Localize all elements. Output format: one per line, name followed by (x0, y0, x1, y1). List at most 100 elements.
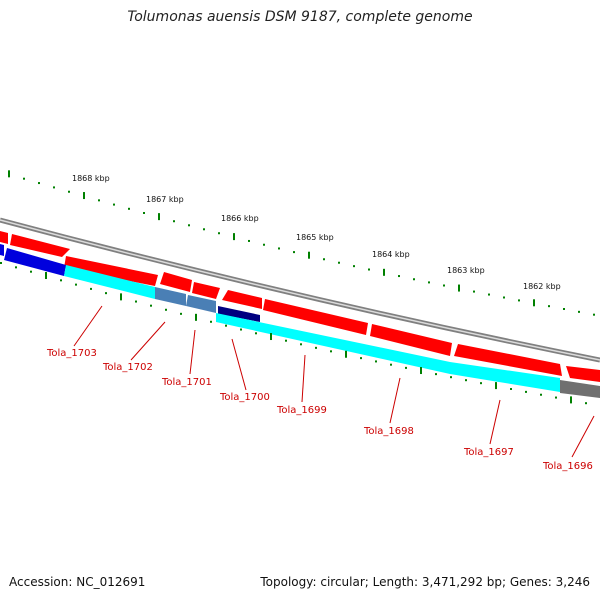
minor-tick (75, 283, 77, 286)
major-tick (83, 192, 85, 200)
gene-leader-line (489, 399, 501, 445)
minor-tick (473, 290, 475, 293)
minor-tick (15, 266, 17, 269)
minor-tick (113, 203, 115, 206)
minor-tick (428, 281, 430, 284)
forward-cds-feature[interactable] (0, 231, 8, 244)
forward-cds-feature[interactable] (192, 282, 220, 299)
minor-tick (488, 293, 490, 296)
minor-tick (593, 313, 595, 316)
major-tick (345, 350, 347, 358)
gene-leader-line (301, 354, 306, 403)
gene-label[interactable]: Tola_1701 (161, 377, 212, 388)
minor-tick (98, 199, 100, 202)
gene-label[interactable]: Tola_1702 (102, 362, 153, 373)
minor-tick (510, 387, 512, 390)
kbp-label: 1868 kbp (72, 174, 110, 183)
minor-tick (278, 247, 280, 250)
minor-tick (53, 186, 55, 189)
minor-tick (90, 287, 92, 290)
gene-label[interactable]: Tola_1699 (276, 405, 327, 416)
minor-tick (240, 328, 242, 331)
major-tick (383, 268, 385, 276)
minor-tick (465, 379, 467, 382)
forward-cds-feature[interactable] (160, 272, 192, 292)
minor-tick (218, 232, 220, 235)
minor-tick (375, 360, 377, 363)
minor-tick (548, 305, 550, 308)
kbp-tick-row (8, 170, 595, 316)
minor-tick (390, 363, 392, 366)
major-tick (420, 367, 422, 375)
minor-tick (398, 275, 400, 278)
minor-tick (330, 350, 332, 353)
gene-label[interactable]: Tola_1697 (463, 447, 514, 458)
major-tick (495, 382, 497, 390)
minor-tick (165, 308, 167, 311)
gene-leader-line (130, 321, 166, 361)
minor-tick (450, 376, 452, 379)
minor-tick (300, 343, 302, 346)
kbp-label: 1866 kbp (221, 214, 259, 223)
minor-tick (480, 382, 482, 385)
minor-tick (30, 270, 32, 273)
minor-tick (68, 190, 70, 193)
gene-label[interactable]: Tola_1700 (219, 392, 270, 403)
minor-tick (188, 224, 190, 227)
minor-tick (405, 366, 407, 369)
minor-tick (135, 300, 137, 303)
genome-summary-text: Topology: circular; Length: 3,471,292 bp… (260, 575, 590, 589)
minor-tick (368, 268, 370, 271)
minor-tick (413, 278, 415, 281)
minor-tick (150, 304, 152, 307)
gene-leader-line (571, 415, 595, 458)
map-title: Tolumonas auensis DSM 9187, complete gen… (127, 9, 473, 25)
minor-tick (203, 228, 205, 231)
minor-tick (180, 312, 182, 315)
reverse-cds-feature[interactable] (0, 244, 4, 256)
minor-tick (555, 396, 557, 399)
minor-tick (128, 207, 130, 210)
minor-tick (225, 324, 227, 327)
minor-tick (435, 373, 437, 376)
gene-label[interactable]: Tola_1703 (46, 348, 97, 359)
reverse-cds-feature[interactable] (155, 287, 186, 306)
minor-tick (525, 390, 527, 393)
minor-tick (315, 346, 317, 349)
minor-tick (443, 284, 445, 287)
forward-cds-feature[interactable] (454, 344, 562, 376)
forward-cds-feature[interactable] (64, 256, 158, 286)
gene-leader-line (231, 338, 247, 391)
gene-label[interactable]: Tola_1696 (542, 461, 593, 472)
kbp-label: 1863 kbp (447, 266, 485, 275)
minor-tick (248, 239, 250, 242)
reverse-cds-feature[interactable] (218, 306, 260, 322)
minor-tick (518, 299, 520, 302)
reverse-cds-feature[interactable] (450, 362, 560, 392)
major-tick (8, 170, 10, 178)
major-tick (270, 333, 272, 341)
forward-cds-feature[interactable] (10, 234, 70, 257)
accession-text: Accession: NC_012691 (9, 575, 146, 589)
minor-tick (255, 332, 257, 335)
forward-cds-feature[interactable] (263, 299, 368, 335)
reverse-cds-feature[interactable] (216, 313, 450, 374)
forward-cds-feature[interactable] (566, 366, 600, 382)
reverse-cds-feature[interactable] (4, 248, 66, 276)
major-tick (158, 213, 160, 221)
reverse-cds-feature[interactable] (186, 295, 216, 313)
reverse-cds-feature[interactable] (64, 265, 155, 299)
minor-tick (585, 402, 587, 405)
forward-cds-feature[interactable] (370, 324, 452, 356)
reverse-cds-feature[interactable] (560, 380, 600, 398)
minor-tick (293, 251, 295, 254)
major-tick (233, 233, 235, 241)
forward-cds-feature[interactable] (222, 290, 262, 309)
kbp-label: 1864 kbp (372, 250, 410, 259)
minor-tick (210, 320, 212, 323)
major-tick (308, 251, 310, 259)
gene-label-leaders (73, 305, 595, 458)
minor-tick (38, 182, 40, 185)
gene-label[interactable]: Tola_1698 (363, 426, 414, 437)
